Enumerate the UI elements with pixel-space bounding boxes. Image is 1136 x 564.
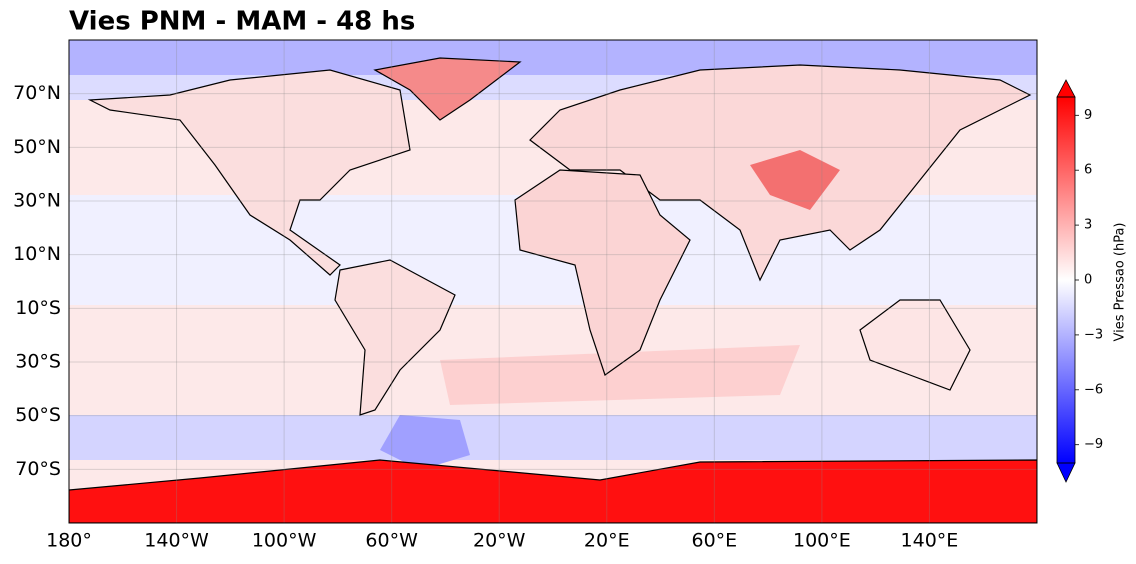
x-tick-label: 60°E [691,530,737,552]
continent [87,69,411,276]
y-tick-label: 70°S [15,458,61,480]
x-tick-label: 20°W [473,530,526,552]
x-tick-label: 100°E [793,530,851,552]
bias-field [440,345,800,405]
x-tick-label: 180° [46,530,92,552]
continent [373,57,522,121]
y-tick-label: 30°S [15,351,61,373]
y-tick-label: 50°N [13,136,61,158]
x-tick-label: 60°W [365,530,418,552]
colorbar [1057,97,1075,463]
continent [514,169,691,376]
colorbar-tick-label: 0 [1084,273,1092,288]
y-tick-label: 50°S [15,404,61,426]
map [69,40,1037,523]
x-tick-label: 140°E [901,530,959,552]
grid [68,40,1037,523]
y-tick-label: 30°N [13,190,61,212]
colorbar-extend-min [1056,462,1076,483]
continent [69,459,1037,523]
colorbar-extend-max [1056,79,1076,98]
x-tick-label: 140°W [144,530,209,552]
colorbar-tick-label: 3 [1084,218,1092,233]
x-tick-label: 20°E [584,530,630,552]
x-tick-label: 100°W [252,530,317,552]
title: Vies PNM - MAM - 48 hs [69,7,415,37]
map-frame [68,39,1038,524]
y-tick-label: 10°S [15,297,61,319]
colorbar-tick-label: −9 [1084,437,1103,452]
continent [334,259,456,416]
y-tick-label: 70°N [13,82,61,104]
colorbar-tick-label: −6 [1084,382,1103,397]
continent [859,299,971,391]
colorbar-tick-label: 9 [1084,108,1092,123]
colorbar-label: Vies Pressao (hPa) [1113,223,1128,342]
bias-field [69,415,1037,460]
bias-field [380,415,470,470]
bias-field [750,150,840,210]
colorbar-tick-label: −3 [1084,327,1103,342]
y-tick-label: 10°N [13,243,61,265]
colorbar-tick-label: 6 [1084,163,1092,178]
